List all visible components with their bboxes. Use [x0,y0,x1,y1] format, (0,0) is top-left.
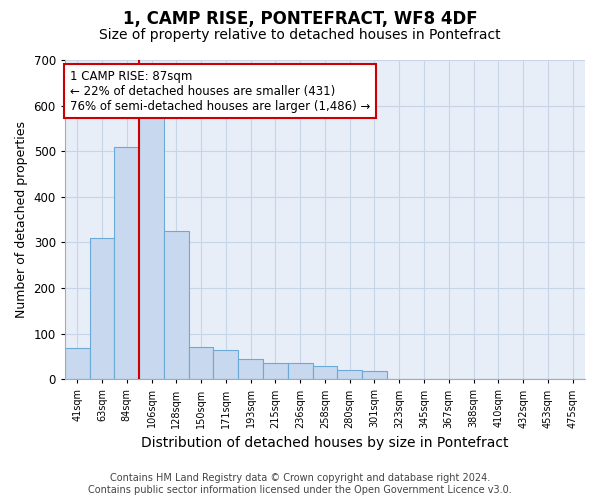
Y-axis label: Number of detached properties: Number of detached properties [15,121,28,318]
Bar [115,146,139,380]
Bar [238,358,263,380]
Text: 1 CAMP RISE: 87sqm
← 22% of detached houses are smaller (431)
76% of semi-detach: 1 CAMP RISE: 87sqm ← 22% of detached hou… [70,70,370,112]
Text: Size of property relative to detached houses in Pontefract: Size of property relative to detached ho… [99,28,501,42]
Bar [214,350,238,380]
Bar [89,238,115,380]
Bar [139,117,164,380]
Bar [362,371,387,380]
Bar [65,348,89,380]
Bar [337,370,362,380]
Bar [288,364,313,380]
Bar [164,231,188,380]
Bar [263,364,288,380]
Bar [313,366,337,380]
Bar [188,348,214,380]
Text: Contains HM Land Registry data © Crown copyright and database right 2024.
Contai: Contains HM Land Registry data © Crown c… [88,474,512,495]
Text: 1, CAMP RISE, PONTEFRACT, WF8 4DF: 1, CAMP RISE, PONTEFRACT, WF8 4DF [122,10,478,28]
X-axis label: Distribution of detached houses by size in Pontefract: Distribution of detached houses by size … [141,436,509,450]
